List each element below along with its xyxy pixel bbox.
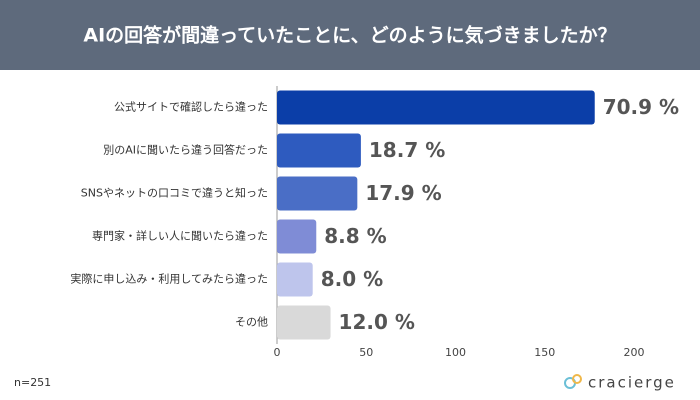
logo-icon [572, 374, 582, 384]
logo: cracierge [564, 374, 676, 392]
value-label: 70.9 % [603, 95, 679, 119]
header-bar [0, 0, 700, 70]
bar [277, 90, 595, 125]
y-tick-label: 専門家・詳しい人に聞いたら違った [92, 229, 268, 243]
y-tick-label: SNSやネットの口コミで違うと知った [81, 186, 268, 200]
x-tick-label: 150 [534, 346, 555, 359]
bar [277, 176, 358, 211]
y-tick-label: 別のAIに聞いたら違う回答だった [103, 143, 268, 157]
bar [277, 305, 331, 340]
y-tick-label: 実際に申し込み・利用してみたら違った [70, 272, 268, 286]
sample-size: n=251 [14, 376, 51, 389]
chart-title: AIの回答が間違っていたことに、どのように気づきましたか？ [83, 24, 616, 47]
value-label: 17.9 % [365, 181, 441, 205]
bar [277, 133, 361, 168]
value-label: 18.7 % [369, 138, 445, 162]
bar [277, 219, 317, 254]
x-tick-label: 50 [359, 346, 373, 359]
value-label: 12.0 % [339, 310, 415, 334]
value-label: 8.8 % [324, 224, 386, 248]
x-tick-label: 200 [624, 346, 645, 359]
y-tick-label: その他 [235, 316, 268, 329]
x-tick-label: 100 [445, 346, 466, 359]
bar [277, 262, 313, 297]
brand: cracierge [588, 374, 676, 392]
y-tick-label: 公式サイトで確認したら違った [114, 100, 268, 114]
x-tick-label: 0 [274, 346, 281, 359]
value-label: 8.0 % [321, 267, 383, 291]
